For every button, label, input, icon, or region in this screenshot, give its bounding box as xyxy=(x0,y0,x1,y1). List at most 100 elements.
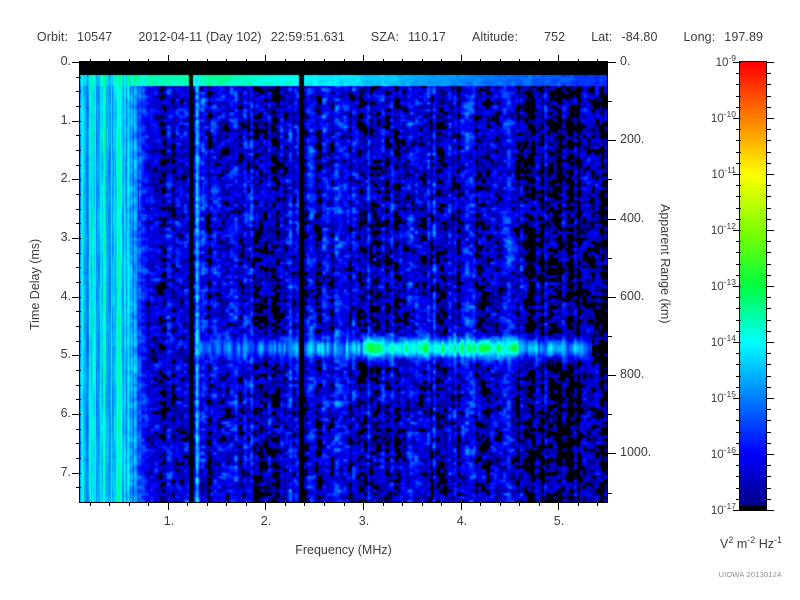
colorbar-tick-minor-right xyxy=(766,73,771,74)
colorbar-tick-minor xyxy=(736,432,741,433)
y-tick-minor xyxy=(76,458,81,459)
x-tick-minor xyxy=(90,502,91,506)
x-tick-minor-top xyxy=(148,59,149,63)
y-tick-label: 6. xyxy=(60,406,71,420)
y-tick-minor xyxy=(76,385,81,386)
colorbar-tick-major-right xyxy=(766,398,774,399)
x-tick-minor xyxy=(344,502,345,506)
colorbar-tick-minor xyxy=(736,320,741,321)
x-tick-major xyxy=(168,502,169,510)
x-tick-minor-top xyxy=(344,59,345,63)
y2-tick-label: 800. xyxy=(620,367,645,381)
x-tick-minor-top xyxy=(109,59,110,63)
colorbar-tick-minor xyxy=(736,152,741,153)
colorbar-tick-major-right xyxy=(766,174,774,175)
y2-tick-major xyxy=(607,62,616,63)
colorbar-tick-minor-right xyxy=(766,320,771,321)
y-tick-minor xyxy=(76,267,81,268)
colorbar-tick-minor-right xyxy=(766,308,771,309)
colorbar-tick-minor-right xyxy=(766,353,771,354)
x-tick-minor-top xyxy=(422,59,423,63)
colorbar-tick-minor-right xyxy=(766,140,771,141)
y-tick-label: 7. xyxy=(60,465,71,479)
colorbar-tick-major xyxy=(733,118,741,119)
colorbar-tick-minor-right xyxy=(766,376,771,377)
y-tick-major xyxy=(72,355,81,356)
y-tick-major xyxy=(72,62,81,63)
colorbar-tick-minor-right xyxy=(766,241,771,242)
colorbar-tick-minor-right xyxy=(766,208,771,209)
colorbar-tick-minor xyxy=(736,73,741,74)
x-tick-minor-top xyxy=(519,59,520,63)
x-tick-major-top xyxy=(461,55,462,63)
colorbar-tick-minor xyxy=(736,499,741,500)
y2-tick-label: 600. xyxy=(620,289,645,303)
colorbar-tick-minor xyxy=(736,252,741,253)
colorbar-tick-minor-right xyxy=(766,152,771,153)
x-tick-minor-top xyxy=(539,59,540,63)
colorbar-tick-minor-right xyxy=(766,465,771,466)
x-tick-major-top xyxy=(558,55,559,63)
colorbar-tick-minor xyxy=(736,219,741,220)
colorbar-gradient xyxy=(740,62,766,510)
y-tick-minor xyxy=(76,399,81,400)
y-tick-minor xyxy=(76,209,81,210)
colorbar-tick-minor-right xyxy=(766,264,771,265)
colorbar-tick-minor-right xyxy=(766,219,771,220)
y-tick-major xyxy=(72,121,81,122)
colorbar-tick-minor xyxy=(736,465,741,466)
credit-label: UIOWA 20130124 xyxy=(718,570,782,579)
colorbar-tick-minor xyxy=(736,488,741,489)
colorbar-tick-minor-right xyxy=(766,409,771,410)
x-tick-minor xyxy=(109,502,110,506)
colorbar-tick-minor-right xyxy=(766,84,771,85)
x-tick-minor xyxy=(129,502,130,506)
colorbar-tick-minor xyxy=(736,364,741,365)
colorbar-tick-major-right xyxy=(766,510,774,511)
x-tick-major-top xyxy=(168,55,169,63)
observation-date: 2012-04-11 (Day 102) xyxy=(138,30,262,44)
y-tick-minor xyxy=(76,165,81,166)
y-tick-minor xyxy=(76,443,81,444)
colorbar-tick-minor-right xyxy=(766,275,771,276)
colorbar-tick-minor-right xyxy=(766,163,771,164)
colorbar-tick-minor xyxy=(736,84,741,85)
x-tick-minor-top xyxy=(187,59,188,63)
y2-tick-label: 0. xyxy=(620,54,631,68)
lat-label: Lat: xyxy=(591,30,613,44)
colorbar-tick-minor-right xyxy=(766,488,771,489)
y2-tick-minor xyxy=(607,414,612,415)
x-tick-minor xyxy=(441,502,442,506)
colorbar-tick-minor-right xyxy=(766,185,771,186)
x-tick-label: 2. xyxy=(260,514,272,528)
y-tick-minor xyxy=(76,150,81,151)
x-tick-minor xyxy=(422,502,423,506)
x-tick-minor-top xyxy=(226,59,227,63)
colorbar-tick-minor xyxy=(736,409,741,410)
y-tick-major xyxy=(72,238,81,239)
colorbar-tick-minor-right xyxy=(766,443,771,444)
y-tick-minor xyxy=(76,223,81,224)
colorbar-tick-minor xyxy=(736,208,741,209)
colorbar-tick-major xyxy=(733,398,741,399)
ionogram-plot-area xyxy=(79,61,608,503)
y2-tick-label: 400. xyxy=(620,211,645,225)
colorbar-tick-major xyxy=(733,342,741,343)
colorbar-tick-minor xyxy=(736,331,741,332)
y2-tick-minor xyxy=(607,493,612,494)
colorbar-tick-minor xyxy=(736,140,741,141)
colorbar-tick-minor xyxy=(736,185,741,186)
colorbar-tick-major xyxy=(733,230,741,231)
y2-tick-label: 1000. xyxy=(620,445,652,459)
x-tick-minor xyxy=(187,502,188,506)
y-tick-minor xyxy=(76,282,81,283)
colorbar-tick-minor-right xyxy=(766,297,771,298)
x-tick-minor-top xyxy=(90,59,91,63)
colorbar-tick-label: 10-14 xyxy=(710,333,736,349)
ionogram-header: Orbit: 10547 2012-04-11 (Day 102) 22:59:51.… xyxy=(0,30,800,44)
lat-value: -84.80 xyxy=(621,30,658,44)
y-tick-major xyxy=(72,473,81,474)
y2-tick-major xyxy=(607,219,616,220)
colorbar-tick-minor-right xyxy=(766,387,771,388)
